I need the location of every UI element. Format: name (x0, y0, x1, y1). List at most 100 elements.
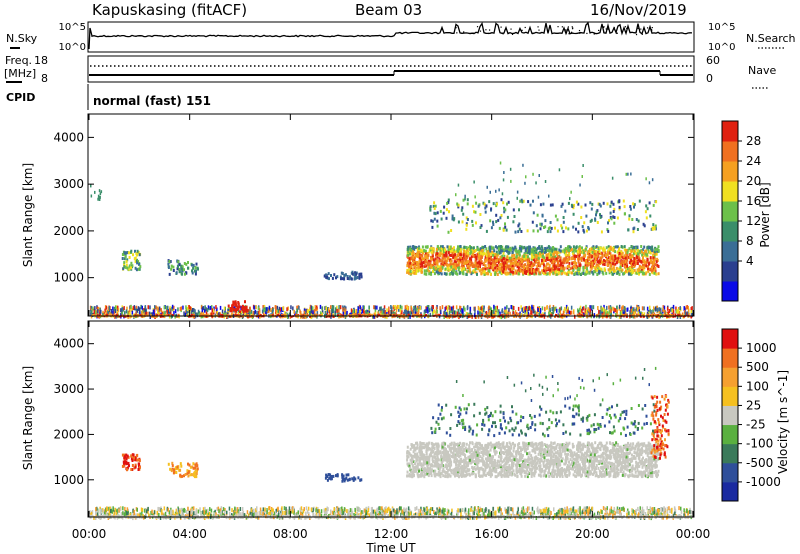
data-cell (578, 252, 581, 256)
data-cell (586, 256, 589, 260)
data-cell (597, 246, 600, 250)
data-cell (116, 309, 118, 314)
data-cell (192, 266, 195, 270)
data-cell (508, 256, 511, 260)
data-cell (635, 246, 638, 250)
data-cell (445, 312, 448, 317)
data-cell (685, 305, 687, 310)
data-cell (359, 273, 362, 277)
data-cell (170, 314, 173, 319)
data-cell (607, 268, 610, 272)
data-cell (478, 269, 481, 273)
data-cell (143, 308, 145, 313)
data-cell (430, 219, 433, 223)
data-cell (538, 307, 540, 312)
data-cell (512, 305, 514, 310)
data-cell (637, 255, 640, 259)
data-cell (455, 271, 458, 275)
data-cell (360, 275, 363, 279)
colorbar-segment (722, 261, 738, 282)
data-cell (596, 268, 599, 272)
data-cell (141, 305, 143, 310)
data-cell (190, 310, 193, 315)
data-cell (494, 259, 497, 263)
y-tick-label: 4000 (53, 130, 84, 144)
data-cell (559, 310, 562, 315)
data-cell (562, 250, 565, 254)
data-cell (503, 309, 506, 314)
data-cell (398, 307, 400, 312)
data-cell (449, 306, 451, 311)
data-cell (443, 205, 446, 209)
data-cell (430, 265, 433, 269)
data-cell (194, 272, 197, 276)
data-cell (514, 261, 517, 265)
data-cell (593, 256, 596, 260)
data-cell (427, 309, 429, 314)
data-cell (557, 251, 560, 254)
data-cell (605, 308, 608, 313)
data-cell (606, 202, 609, 206)
data-cell (166, 310, 169, 315)
data-cell (136, 261, 139, 265)
data-cell (578, 247, 581, 251)
data-cell (282, 313, 285, 316)
data-cell (491, 261, 494, 265)
data-cell (608, 305, 610, 310)
data-cell (258, 308, 261, 313)
data-cell (513, 306, 515, 310)
data-cell (552, 310, 554, 315)
data-cell (133, 305, 136, 310)
data-cell (469, 270, 472, 274)
data-cell (325, 306, 327, 311)
data-cell (586, 252, 589, 256)
data-cell (567, 248, 570, 252)
data-cell (459, 256, 462, 260)
data-cell (469, 315, 471, 318)
data-cell (655, 200, 658, 204)
data-cell (469, 245, 471, 249)
data-cell (579, 263, 582, 267)
data-cell (331, 276, 334, 280)
data-cell (103, 313, 106, 316)
data-cell (656, 305, 658, 310)
data-cell (439, 245, 442, 249)
data-cell (502, 201, 505, 205)
data-cell (209, 312, 212, 317)
data-cell (504, 312, 506, 317)
colorbar-tick-label: 4 (746, 254, 754, 268)
data-cell (196, 312, 198, 317)
data-cell (313, 506, 315, 511)
data-cell (570, 310, 573, 315)
data-cell (398, 314, 401, 317)
data-cell (451, 314, 454, 317)
data-cell (396, 304, 399, 309)
data-cell (540, 313, 542, 316)
data-cell (380, 309, 382, 314)
data-cell (138, 253, 141, 257)
data-cell (439, 306, 441, 311)
data-cell (514, 271, 517, 275)
data-cell (642, 222, 645, 226)
data-cell (671, 308, 673, 313)
data-cell (309, 311, 311, 315)
data-cell (580, 205, 583, 209)
data-cell (458, 312, 460, 317)
data-cell (232, 313, 234, 318)
data-cell (501, 267, 503, 271)
data-cell (561, 249, 564, 253)
data-cell (423, 269, 426, 273)
data-cell (451, 250, 454, 254)
data-cell (606, 228, 609, 232)
data-cell (536, 229, 539, 233)
data-cell (135, 268, 138, 272)
data-cell (608, 309, 611, 314)
data-cell (418, 256, 421, 260)
nsky-strip-frame (87, 21, 695, 53)
data-cell (304, 314, 306, 319)
data-cell (231, 306, 234, 310)
data-cell (306, 314, 309, 317)
data-cell (657, 249, 660, 252)
data-cell (546, 246, 549, 250)
data-cell (511, 254, 514, 258)
